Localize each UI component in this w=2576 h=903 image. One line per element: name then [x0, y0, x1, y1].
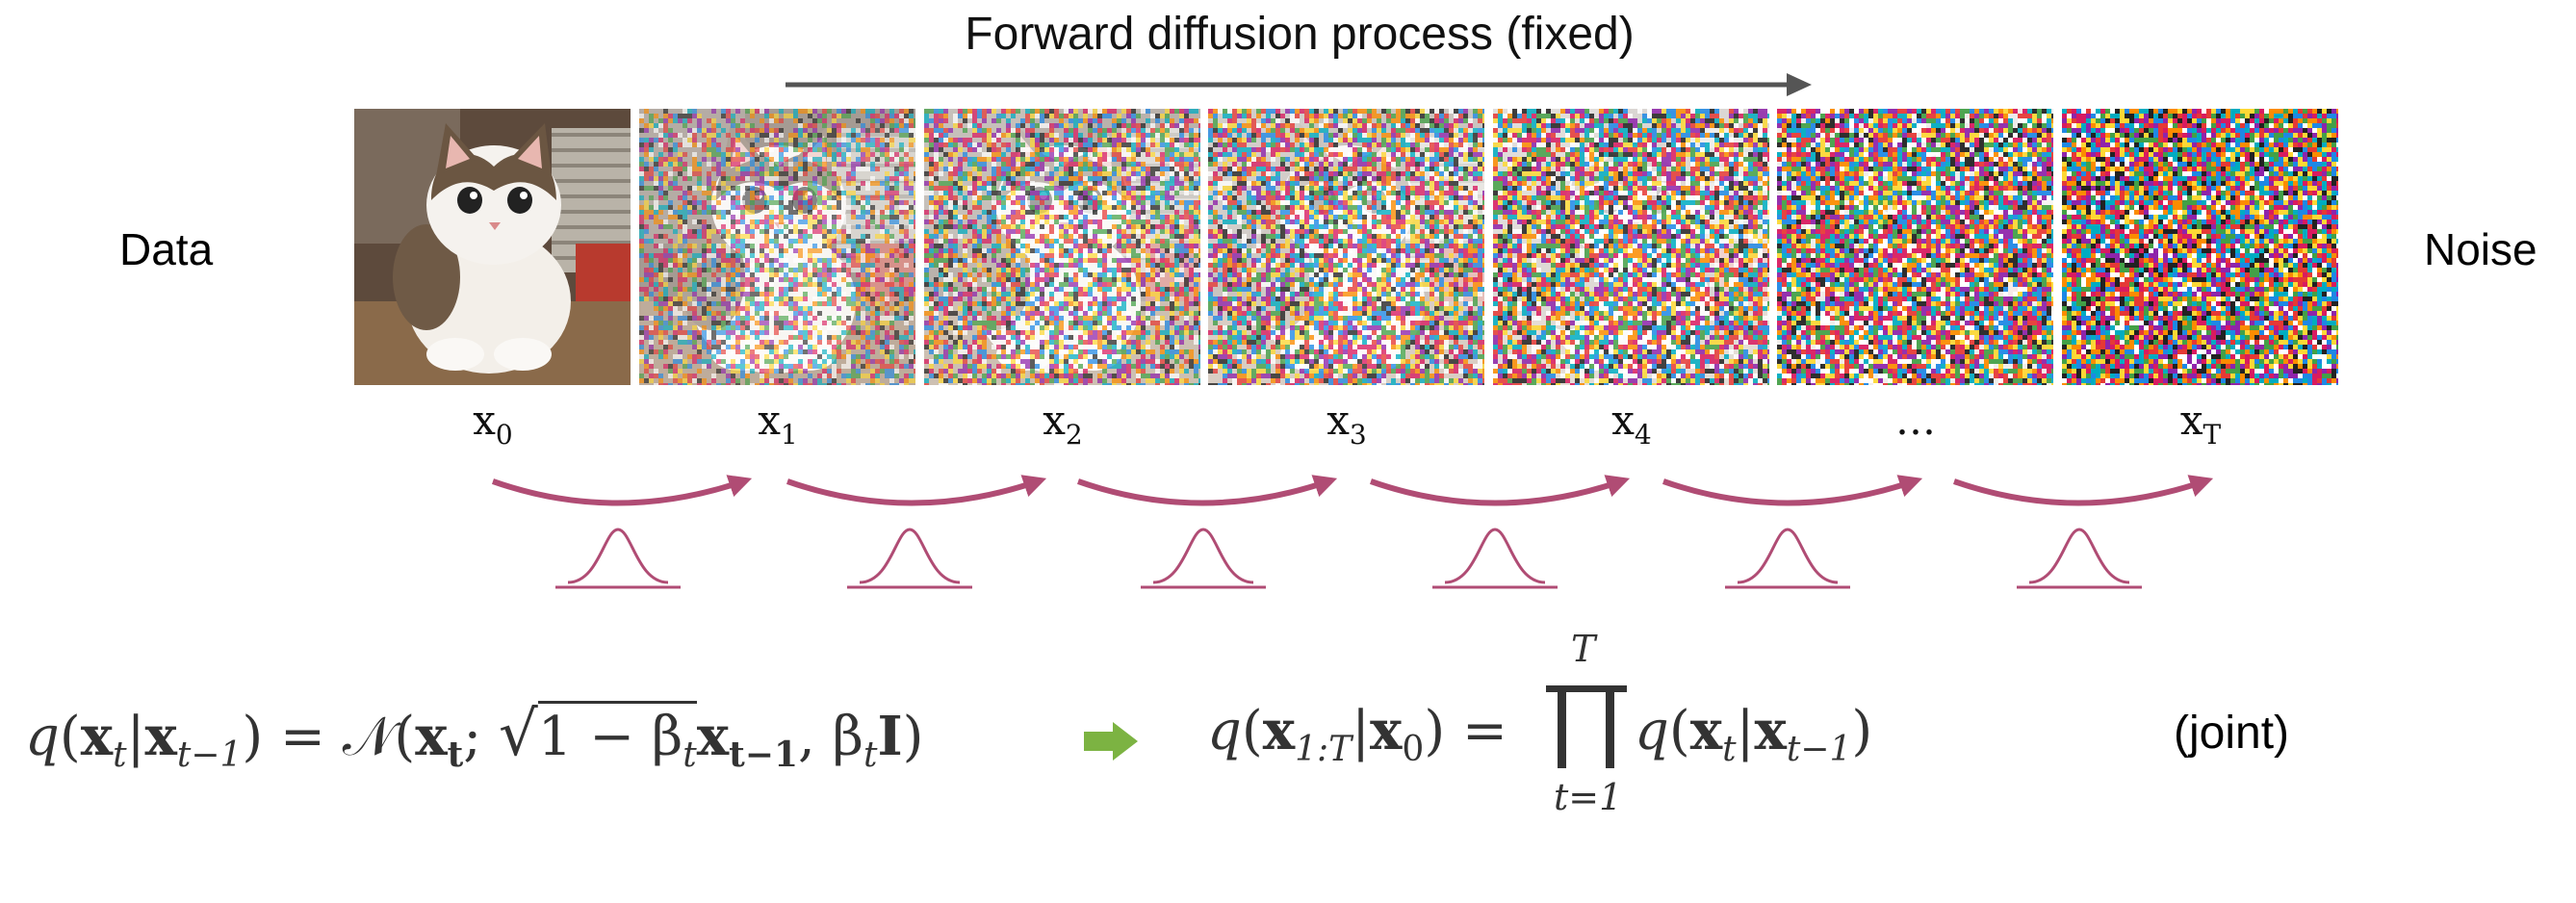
- step-label-x1: x1: [758, 397, 798, 451]
- transition-arrow-1: [492, 475, 753, 506]
- transition-arrow-5: [1662, 475, 1923, 506]
- gaussian-kernel-2: [847, 528, 972, 589]
- joint-equation-lhs: q(x1:T|x0) =: [1207, 699, 1507, 769]
- transition-layer: [492, 475, 2214, 589]
- step-equation: q(xt|xt−1) = 𝒩(xt; √1 − βtxt−1, βtI): [25, 699, 924, 775]
- joint-label: (joint): [2174, 708, 2290, 759]
- step-label-ellipsis: …: [1895, 397, 1936, 444]
- product-upper-limit: T: [1571, 628, 1596, 670]
- gaussian-kernel-3: [1141, 528, 1266, 589]
- image-tile-ellipsis: [1777, 109, 2053, 385]
- transition-arrow-3: [1077, 475, 1338, 506]
- forward-process-arrow: [786, 73, 1812, 96]
- step-label-x4: x4: [1611, 397, 1652, 451]
- step-label-x2: x2: [1043, 397, 1083, 451]
- image-tile-xT: [2062, 109, 2338, 385]
- image-tile-x4: [1493, 109, 1769, 385]
- transition-arrow-4: [1370, 475, 1631, 506]
- product-lower-limit: t=1: [1554, 776, 1623, 818]
- gaussian-kernel-1: [555, 528, 681, 589]
- gaussian-kernel-4: [1432, 528, 1558, 589]
- product-symbol: [1546, 685, 1627, 768]
- image-tile-x0: [354, 109, 631, 385]
- noise-label: Noise: [2424, 224, 2537, 274]
- joint-equation-rhs: q(xt|xt−1): [1635, 699, 1873, 769]
- gaussian-kernel-5: [1725, 528, 1850, 589]
- step-label-x0: x0: [473, 397, 513, 451]
- image-tile-x2: [924, 109, 1200, 385]
- transition-arrow-6: [1953, 475, 2214, 506]
- transition-arrow-2: [786, 475, 1047, 506]
- gaussian-kernel-6: [2017, 528, 2142, 589]
- image-tile-x1: [639, 109, 915, 385]
- diagram-title: Forward diffusion process (fixed): [965, 9, 1635, 60]
- implies-arrow: [1084, 722, 1138, 761]
- image-tile-x3: [1208, 109, 1484, 385]
- step-label-xT: xT: [2179, 397, 2222, 451]
- data-label: Data: [119, 224, 214, 274]
- step-label-x3: x3: [1327, 397, 1367, 451]
